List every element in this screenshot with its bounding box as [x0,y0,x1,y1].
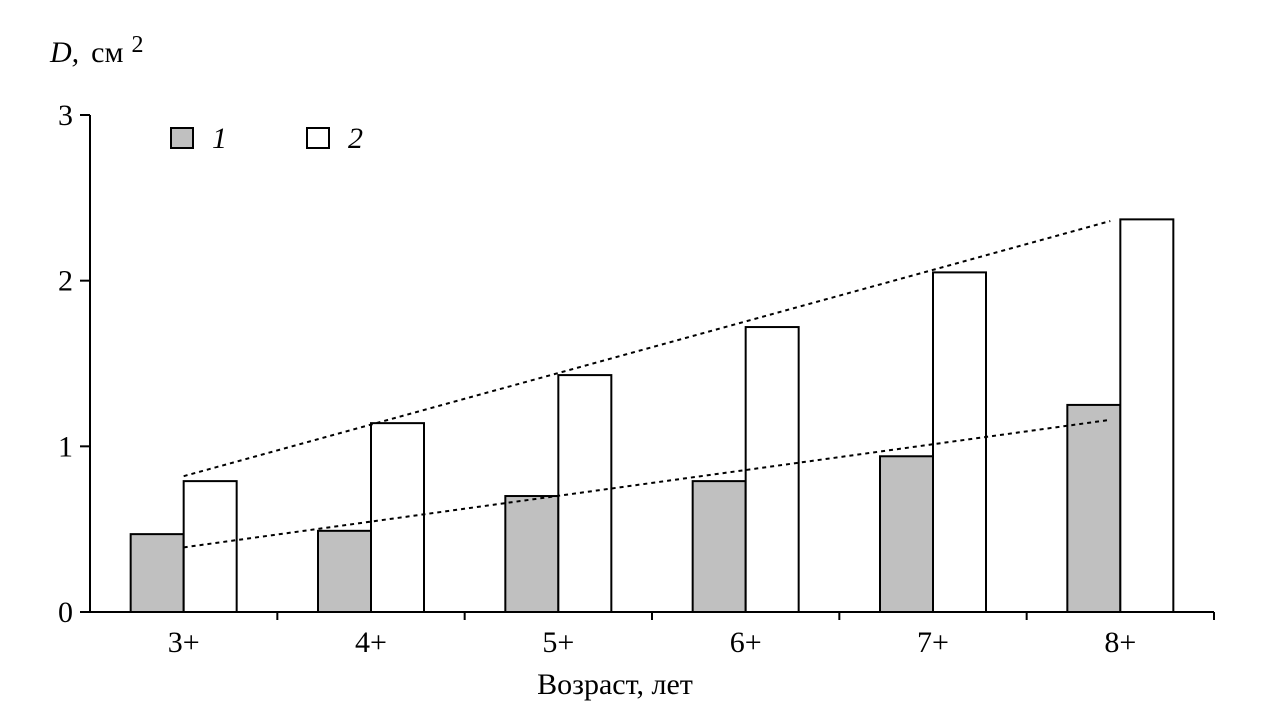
y-tick-label: 1 [58,430,73,463]
x-ticks [276,612,1215,620]
y-axis-unit: см [91,36,123,69]
y-axis-variable: D, [49,36,79,69]
legend-label-2: 2 [348,122,363,155]
bar-series-1-8+ [1066,403,1122,613]
y-tick-label: 3 [58,99,73,132]
trend-line-series-1 [183,418,1111,549]
legend-label-1: 1 [212,122,227,155]
bar-series-2-4+ [370,422,425,614]
x-category-label: 6+ [730,626,762,659]
bar-series-1-7+ [879,455,934,614]
x-category-label: 8+ [1104,626,1136,659]
y-tick-label: 2 [58,265,73,298]
x-category-label: 5+ [542,626,574,659]
legend-swatch-2 [306,127,330,149]
x-category-label: 3+ [168,626,200,659]
y-axis-label: D, см 2 [49,32,143,69]
bar-series-2-5+ [557,374,613,614]
y-ticks: 0 1 2 3 [58,99,90,629]
bar-series-2-6+ [744,326,800,613]
x-category-label: 4+ [355,626,387,659]
trend-line-series-2 [183,220,1111,478]
category-labels: 3+ 4+ 5+ 6+ 7+ 8+ [168,626,1137,659]
bar-series-1-3+ [129,533,185,613]
bar-series-2-7+ [932,271,987,613]
bar-series-1-4+ [317,529,372,613]
legend: 1 2 [170,122,363,155]
bar-series-2-8+ [1119,218,1175,613]
bar-series-2-3+ [182,480,238,613]
trend-lines [183,220,1111,549]
bars [129,218,1175,614]
y-axis-unit-exponent: 2 [131,32,143,58]
y-tick-label: 0 [58,596,73,629]
bar-series-1-5+ [504,495,560,613]
x-axis-title: Возраст, лет [537,668,693,701]
x-category-label: 7+ [917,626,949,659]
bar-series-1-6+ [691,480,747,613]
legend-swatch-1 [170,127,194,149]
